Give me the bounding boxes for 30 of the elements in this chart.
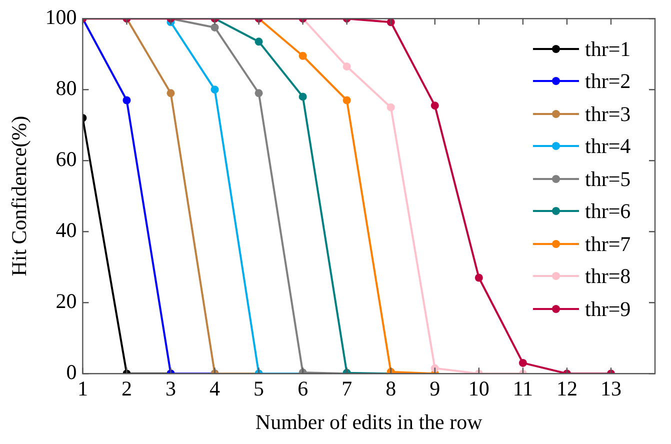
y-tick-label: 60: [56, 147, 77, 172]
legend-label: thr=6: [585, 198, 631, 226]
legend-label: thr=1: [585, 36, 631, 63]
y-tick-label: 20: [56, 289, 77, 314]
x-tick-label: 11: [512, 376, 534, 401]
x-tick-label: 2: [121, 376, 132, 401]
y-axis-title: Hit Confidence(%): [7, 116, 32, 276]
x-tick-label: 13: [600, 376, 622, 401]
x-tick-label: 8: [386, 376, 396, 401]
x-tick-label: 5: [254, 376, 264, 401]
x-tick-label: 7: [342, 376, 352, 401]
legend-label: thr=7: [585, 230, 631, 258]
x-tick-label: 1: [77, 376, 88, 401]
legend-label: thr=9: [585, 296, 631, 323]
x-tick-label: 3: [165, 376, 176, 401]
legend-label: thr=5: [585, 166, 631, 193]
x-tick-label: 6: [298, 376, 308, 401]
y-tick-label: 40: [56, 218, 77, 242]
y-tick-label: 80: [56, 76, 77, 100]
legend-label: thr=4: [585, 133, 631, 160]
x-tick-label: 4: [210, 376, 221, 401]
x-axis-title: Number of edits in the row: [255, 410, 484, 434]
x-tick-label: 12: [556, 376, 578, 401]
y-tick-label: 0: [66, 360, 77, 384]
y-tick-label: 100: [45, 5, 77, 30]
legend-label: thr=2: [585, 68, 631, 96]
x-tick-label: 9: [430, 376, 440, 401]
legend-label: thr=3: [585, 100, 631, 128]
x-tick-label: 10: [468, 376, 490, 401]
legend-label: thr=8: [585, 263, 631, 290]
